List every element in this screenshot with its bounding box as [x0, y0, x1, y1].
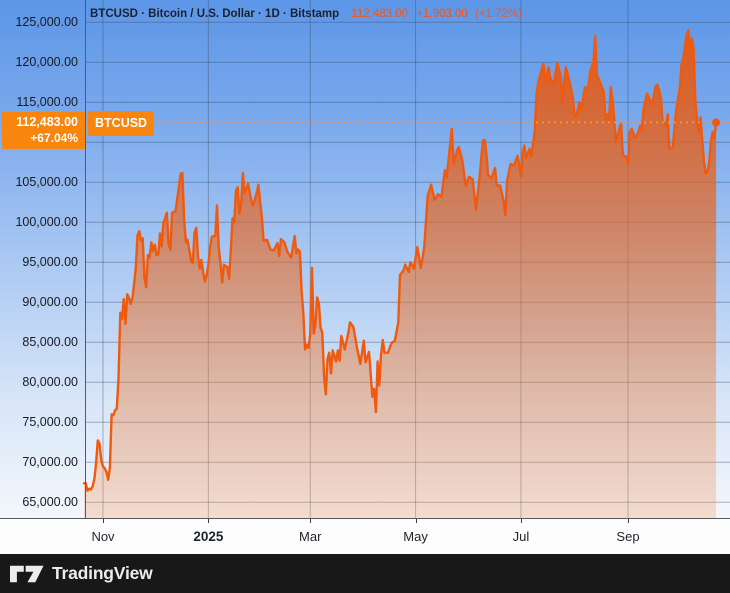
symbol-legend[interactable]: BTCUSD · Bitcoin / U.S. Dollar · 1D · Bi… [90, 6, 522, 22]
current-price-label: 112,483.00 +67.04% [2, 112, 85, 149]
time-axis-tickmark [103, 519, 104, 523]
price-axis-label: 105,000.00 [15, 175, 78, 190]
time-axis-label: Jul [512, 529, 530, 544]
price-axis-label: 75,000.00 [22, 415, 78, 430]
time-axis-tickmark [208, 519, 210, 523]
time-axis-label: Sep [616, 529, 640, 544]
time-axis-tickmark [628, 519, 629, 523]
time-axis-label: Nov [91, 529, 115, 544]
price-axis[interactable]: 65,000.00 70,000.00 75,000.00 80,000.00 85,0… [0, 0, 85, 518]
time-axis-tickmark [520, 519, 522, 523]
tradingview-logo-icon[interactable] [10, 565, 44, 583]
time-axis-tickmark [310, 519, 312, 523]
price-chart-svg [82, 0, 730, 518]
time-axis[interactable]: Nov 2025 Mar May Jul Sep [0, 518, 730, 554]
price-axis-label: 80,000.00 [22, 375, 78, 390]
price-area-fill [84, 30, 717, 518]
price-axis-border [85, 0, 86, 518]
price-axis-label: 85,000.00 [22, 335, 78, 350]
current-price-value: 112,483.00 [16, 115, 78, 129]
price-axis-label: 125,000.00 [15, 15, 78, 30]
legend-last-price: 112,483.00 [351, 8, 409, 20]
symbol-title[interactable]: BTCUSD · Bitcoin / U.S. Dollar · 1D · Bi… [90, 8, 340, 20]
time-axis-label: 2025 [193, 529, 224, 544]
last-price-dot-marker [712, 118, 721, 127]
price-axis-label: 65,000.00 [22, 495, 78, 510]
price-axis-label: 120,000.00 [15, 55, 78, 70]
price-axis-label: 90,000.00 [22, 295, 78, 310]
time-axis-label: Mar [299, 529, 322, 544]
price-axis-label: 70,000.00 [22, 455, 78, 470]
price-axis-label: 115,000.00 [16, 95, 78, 110]
current-price-change-pct: +67.04% [30, 131, 78, 145]
price-axis-label: 95,000.00 [22, 255, 78, 270]
footer-bar: TradingView [0, 554, 730, 593]
chart-canvas[interactable] [0, 0, 730, 518]
time-axis-tickmark [415, 519, 417, 523]
tradingview-brand-text[interactable]: TradingView [52, 563, 153, 583]
time-axis-label: May [403, 529, 428, 544]
legend-change-abs: +1,903.00 [416, 8, 468, 20]
price-axis-label: 100,000.00 [15, 215, 78, 230]
symbol-price-tag: BTCUSD [88, 111, 155, 136]
legend-change-pct: (+1.72%) [474, 8, 522, 20]
